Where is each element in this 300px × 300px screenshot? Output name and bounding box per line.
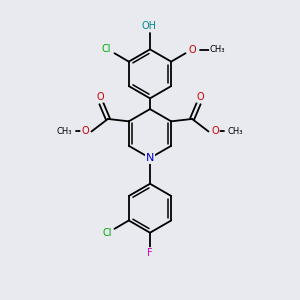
- Text: O: O: [196, 92, 204, 102]
- Text: Cl: Cl: [102, 44, 111, 54]
- Text: N: N: [146, 153, 154, 163]
- Text: CH₃: CH₃: [228, 127, 243, 136]
- Text: CH₃: CH₃: [57, 127, 72, 136]
- Text: O: O: [188, 45, 196, 55]
- Text: O: O: [96, 92, 103, 102]
- Text: Cl: Cl: [102, 228, 112, 238]
- Text: O: O: [81, 127, 89, 136]
- Text: O: O: [211, 127, 219, 136]
- Text: OH: OH: [141, 21, 156, 31]
- Text: CH₃: CH₃: [210, 45, 225, 54]
- Text: F: F: [147, 248, 153, 258]
